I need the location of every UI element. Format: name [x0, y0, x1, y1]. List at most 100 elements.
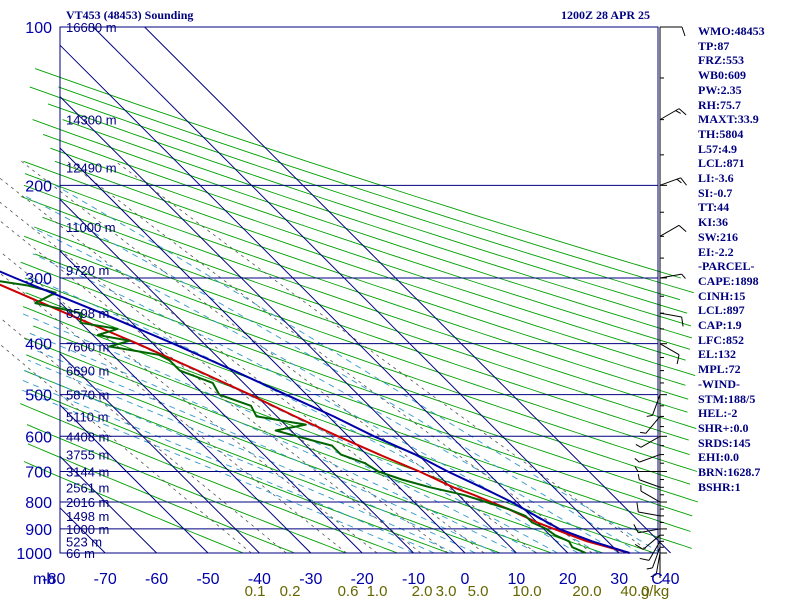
- stat-item: SRDS:145: [698, 435, 751, 450]
- height-label: 14300 m: [66, 113, 117, 128]
- stat-item: KI:36: [698, 215, 728, 230]
- temperature-tick-label: -10: [402, 571, 425, 588]
- pressure-tick-label: 500: [25, 388, 52, 405]
- height-label: 3144 m: [66, 465, 109, 480]
- dry-adiabat-line: [47, 103, 688, 314]
- wind-barb: [659, 343, 680, 365]
- dry-adiabat-line: [27, 443, 295, 554]
- dry-adiabat-line: [34, 226, 690, 456]
- height-label: 2561 m: [66, 480, 109, 495]
- height-label: 6690 m: [66, 364, 109, 379]
- isotherm-line: [59, 147, 466, 554]
- wind-barb: [634, 454, 661, 463]
- pressure-tick-label: 300: [25, 271, 52, 288]
- temperature-tick-label: mb: [33, 571, 55, 588]
- dry-adiabat-line: [33, 325, 655, 554]
- dry-adiabats: [20, 68, 699, 554]
- isotherm-line: [59, 301, 312, 554]
- stat-item: EI:-2.2: [698, 244, 734, 259]
- wind-barb: [659, 312, 684, 327]
- stat-item: EHI:0.0: [698, 450, 740, 465]
- wind-barb: [660, 26, 686, 37]
- dry-adiabat-line: [24, 235, 698, 472]
- temperature-tick-label: -60: [145, 571, 168, 588]
- pressure-tick-label: 900: [25, 522, 52, 539]
- dry-adiabat-line: [34, 253, 691, 485]
- stat-item: CAP:1.9: [698, 318, 742, 333]
- height-label: 11000 m: [66, 220, 116, 235]
- stat-item: TH:5804: [698, 126, 744, 141]
- stat-item: L57:4.9: [698, 141, 737, 156]
- pressure-tick-label: 100: [25, 20, 52, 37]
- dewpoint-line: [0, 280, 587, 554]
- wind-barb: [659, 108, 687, 121]
- wind-barb: [634, 534, 661, 550]
- wind-barb: [637, 473, 661, 488]
- dry-adiabat-line: [42, 216, 689, 441]
- isotherm-line: [92, 26, 620, 554]
- dry-adiabat-line: [24, 277, 693, 517]
- temperature-tick-label: -20: [351, 571, 374, 588]
- height-label: 2016 m: [66, 495, 109, 510]
- mixing-ratio-line: [0, 343, 252, 554]
- wind-barb: [639, 541, 661, 561]
- wind-barb: [659, 273, 686, 279]
- dry-adiabat-line: [26, 354, 552, 554]
- dry-adiabat-line: [58, 86, 694, 294]
- temperature-tick-label: -40: [248, 571, 271, 588]
- moist-adiabat-line: [28, 359, 476, 554]
- isotherm-line: [59, 507, 106, 554]
- height-label: 9720 m: [66, 263, 109, 278]
- dry-adiabat-line: [23, 461, 244, 554]
- temperature-tick-label: -30: [299, 571, 322, 588]
- sounding-time: 1200Z 28 APR 25: [561, 8, 651, 22]
- isotherm-line: [59, 353, 260, 554]
- isotherm-line: [59, 404, 209, 554]
- dry-adiabat-line: [42, 133, 691, 350]
- temperature-line: [0, 283, 630, 554]
- wind-barb: [634, 466, 660, 473]
- moist-adiabat-line: [33, 348, 496, 554]
- temperature-tick-label: 0: [461, 571, 470, 588]
- stat-item: RH:75.7: [698, 97, 741, 112]
- dry-adiabat-line: [29, 86, 681, 301]
- dry-adiabat-line: [26, 424, 347, 554]
- dry-adiabat-line: [20, 196, 697, 430]
- temperature-tick-label: 10: [508, 571, 526, 588]
- mixing-ratio-line: [21, 160, 537, 554]
- mixing-ratio-line: [66, 160, 593, 554]
- stat-item: CINH:15: [698, 288, 746, 303]
- temperature-tick-label: 20: [559, 571, 577, 588]
- isotherm-line: [59, 96, 517, 554]
- mixing-ratio-label: 1.0: [367, 583, 388, 600]
- height-label: 7600 m: [66, 340, 109, 355]
- mixing-ratio-line: [0, 201, 449, 554]
- wind-barb: [659, 224, 687, 237]
- moist-adiabat-line: [21, 312, 538, 554]
- isotherm-line: [59, 456, 157, 554]
- height-label: 5870 m: [66, 388, 109, 403]
- stat-item: -PARCEL-: [698, 259, 755, 274]
- dry-adiabat-line: [32, 119, 693, 339]
- dry-adiabat-line: [24, 337, 604, 554]
- moist-adiabat-line: [24, 370, 455, 554]
- isotherm-line: [59, 44, 569, 554]
- mixing-ratio-label: 3.0: [436, 583, 457, 600]
- dry-adiabat-line: [34, 68, 681, 279]
- moist-adiabat-line: [32, 253, 599, 554]
- stats-panel: WMO:48453 TP:87 FRZ:553 WB0:609 PW:2.35 RH:75…: [698, 24, 765, 495]
- dry-adiabat-line: [54, 160, 696, 377]
- stat-item: TT:44: [698, 200, 730, 215]
- dry-adiabat-line: [62, 119, 692, 327]
- pressure-tick-label: 700: [25, 465, 52, 482]
- height-label: 12490 m: [66, 161, 117, 176]
- dry-adiabat-line: [23, 184, 688, 413]
- stat-item: -WIND-: [698, 376, 740, 391]
- stat-item: SW:216: [698, 229, 739, 244]
- moist-adiabat-line: [33, 299, 558, 554]
- wind-barb: [650, 552, 661, 578]
- station-title: VT453 (48453) Sounding: [66, 8, 194, 22]
- parcel-line: [0, 270, 630, 554]
